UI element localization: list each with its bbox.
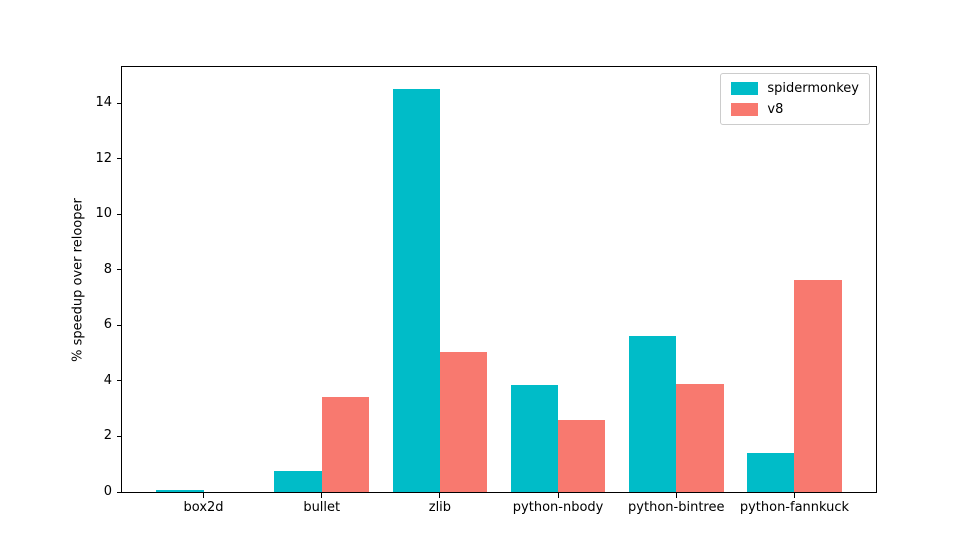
y-tick [117, 269, 122, 271]
legend: spidermonkey v8 [720, 73, 870, 125]
x-tick-label-python-bintree: python-bintree [628, 500, 725, 515]
y-tick-label: 6 [103, 317, 112, 333]
legend-swatch-spidermonkey [731, 82, 759, 95]
y-tick-label: 4 [103, 372, 112, 388]
plot-area: spidermonkey v8 0 2 4 6 8 10 12 14 box2d bullet zl… [95, 66, 877, 515]
x-tick [203, 493, 205, 498]
bar-spidermonkey-bullet [274, 471, 322, 492]
bar-v8-python-nbody [558, 420, 606, 492]
x-tick-label-bullet: bullet [303, 500, 341, 515]
y-tick-label: 14 [95, 95, 112, 111]
y-tick [117, 380, 122, 382]
bar-v8-bullet [321, 396, 369, 492]
y-tick [117, 213, 122, 215]
x-tick [321, 493, 323, 498]
y-tick [117, 491, 122, 493]
x-tick-label-python-nbody: python-nbody [512, 500, 604, 515]
legend-item-spidermonkey: spidermonkey [731, 81, 859, 96]
y-axis-label: % speedup over relooper [70, 198, 86, 362]
bar-v8-python-fannkuck [794, 279, 842, 492]
x-tick [439, 493, 441, 498]
bar-spidermonkey-python-fannkuck [747, 453, 795, 492]
legend-label-v8: v8 [767, 102, 784, 117]
bar-spidermonkey-box2d [156, 489, 204, 492]
y-tick-label: 8 [103, 261, 112, 277]
x-tick [557, 493, 559, 498]
legend-item-v8: v8 [731, 102, 859, 117]
x-tick-label-box2d: box2d [183, 500, 224, 515]
y-tick-label: 12 [95, 150, 112, 166]
bar-spidermonkey-python-bintree [629, 335, 677, 492]
legend-label-spidermonkey: spidermonkey [767, 81, 859, 96]
x-tick-label-python-fannkuck: python-fannkuck [739, 500, 850, 515]
y-tick-label: 10 [95, 206, 112, 222]
bar-v8-python-bintree [676, 383, 724, 492]
x-tick [793, 493, 795, 498]
y-tick [117, 102, 122, 104]
y-tick [117, 435, 122, 437]
bar-spidermonkey-zlib [392, 89, 440, 492]
x-tick [675, 493, 677, 498]
y-tick-label: 2 [103, 428, 112, 444]
bar-spidermonkey-python-nbody [510, 384, 559, 492]
x-tick-label-zlib: zlib [428, 500, 452, 515]
y-tick-label: 0 [103, 484, 112, 499]
y-tick [117, 324, 122, 326]
bar-v8-zlib [439, 352, 488, 492]
legend-swatch-v8 [731, 103, 759, 116]
y-tick [117, 158, 122, 160]
